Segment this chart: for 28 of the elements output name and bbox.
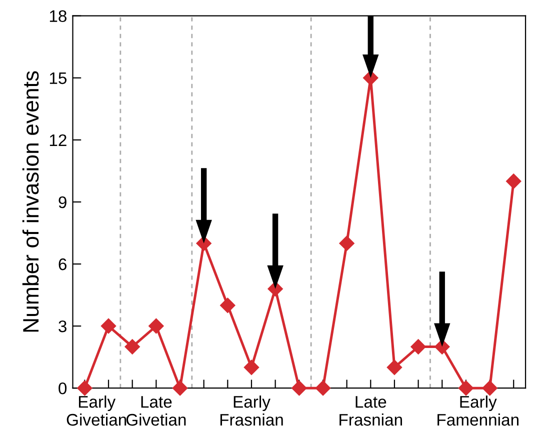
- text: Late Frasnian: [340, 396, 402, 426]
- y-tick-label: 12: [50, 134, 66, 146]
- point: [506, 174, 522, 189]
- point: [220, 298, 236, 313]
- y-tick-label: 6: [58, 258, 66, 270]
- point: [292, 380, 307, 396]
- point: [315, 380, 331, 396]
- point: [148, 318, 164, 334]
- y-tick-label: 0: [58, 382, 67, 394]
- point: [100, 318, 116, 334]
- text: Early Frasnian: [220, 396, 283, 426]
- y-tick-label: 15: [50, 72, 67, 84]
- point: [339, 236, 354, 251]
- y-tick-label: 9: [58, 196, 66, 208]
- point: [482, 380, 498, 396]
- point: [77, 380, 92, 396]
- text: Early Givetian: [66, 396, 126, 426]
- point: [172, 380, 188, 396]
- y-tick-label: 3: [58, 320, 66, 332]
- point: [124, 339, 140, 354]
- text: Early Famennian: [438, 396, 518, 426]
- point: [244, 360, 260, 375]
- y-axis-title: Number of invasion events: [22, 71, 39, 332]
- point: [458, 380, 474, 396]
- y-tick-label: 18: [50, 10, 66, 22]
- point: [410, 339, 426, 354]
- point: [386, 360, 402, 375]
- text: Late Givetian: [126, 396, 186, 426]
